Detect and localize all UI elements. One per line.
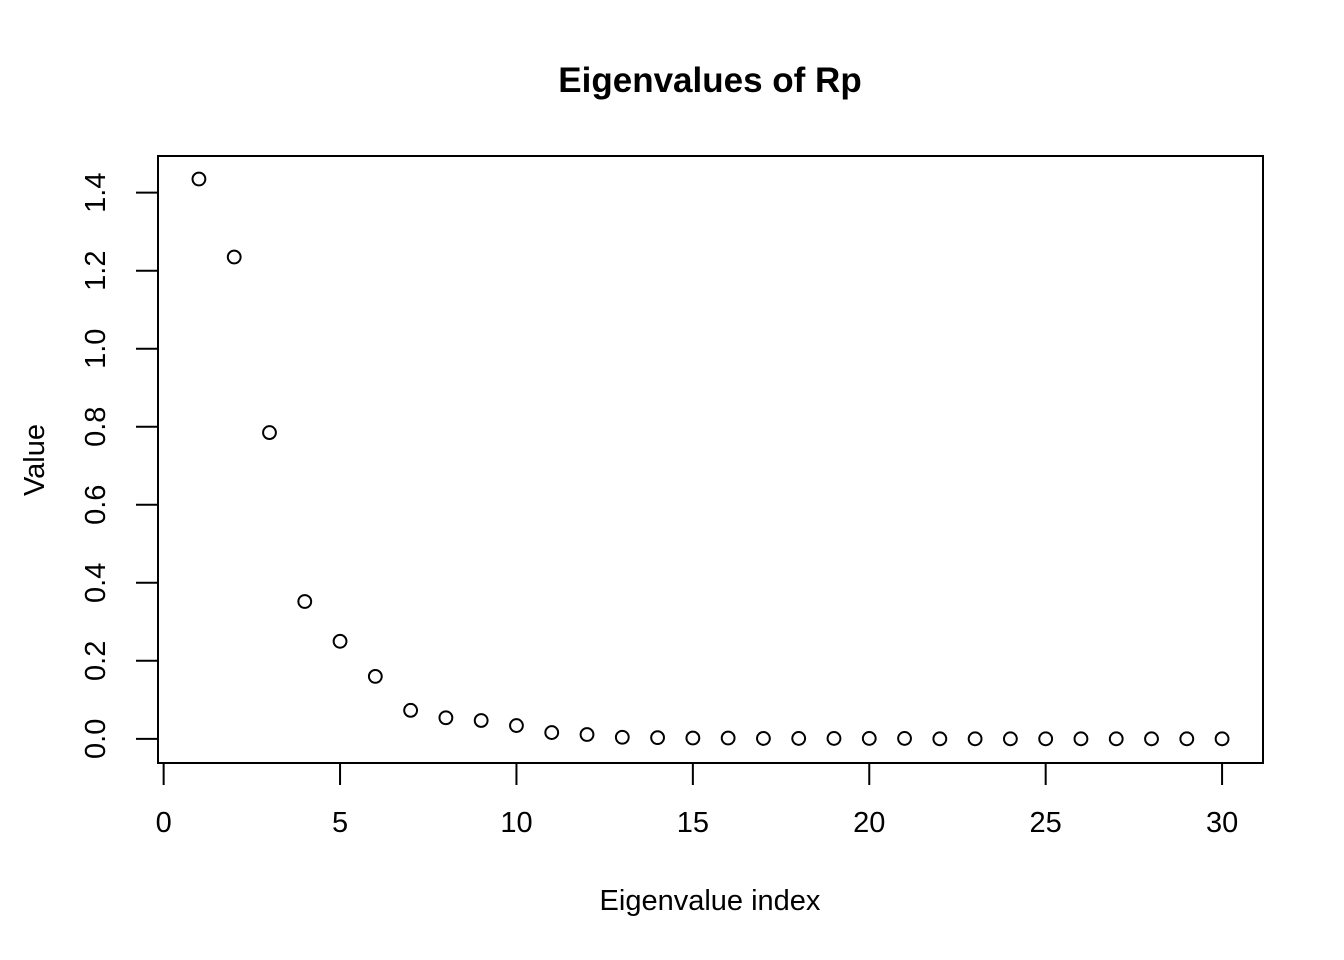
data-point	[932, 731, 948, 747]
data-point	[332, 633, 348, 649]
data-point	[473, 713, 489, 728]
data-point	[1002, 731, 1018, 747]
y-tick-label: 1.2	[80, 251, 112, 291]
data-point	[544, 725, 560, 740]
y-tick-label: 1.0	[80, 329, 112, 369]
data-point	[226, 249, 242, 265]
data-point	[650, 730, 665, 746]
data-point	[614, 729, 630, 745]
data-point	[791, 731, 807, 746]
x-tick-label: 20	[853, 807, 885, 839]
data-point	[1214, 731, 1230, 747]
data-point	[685, 730, 701, 746]
y-tick-label: 0.6	[80, 485, 112, 525]
data-point	[509, 718, 524, 733]
data-point	[1038, 731, 1054, 747]
data-point	[1144, 731, 1159, 747]
data-point	[1179, 731, 1195, 747]
x-tick-label: 30	[1206, 807, 1238, 839]
x-tick-label: 5	[332, 807, 348, 839]
y-axis-ticks: 0.0 0.2 0.4 0.6 0.8 1.0 1.2 1.4	[80, 173, 158, 759]
chart-title: Eigenvalues of Rp	[558, 61, 861, 100]
data-point	[720, 730, 736, 746]
data-point	[297, 594, 313, 609]
y-tick-label: 0.2	[80, 641, 112, 681]
data-point	[756, 731, 771, 746]
y-axis-label: Value	[19, 424, 51, 496]
data-point	[967, 731, 983, 747]
x-tick-label: 15	[677, 807, 709, 839]
x-axis-label: Eigenvalue index	[600, 885, 821, 917]
y-tick-label: 0.0	[80, 719, 112, 759]
data-points	[191, 171, 1230, 747]
data-point	[438, 710, 454, 726]
data-point	[579, 727, 595, 742]
data-point	[1108, 731, 1124, 747]
x-tick-label: 10	[500, 807, 532, 839]
x-tick-label: 0	[156, 807, 172, 839]
x-axis-ticks: 0 5 10 15 20 25 30	[156, 763, 1238, 839]
data-point	[1073, 731, 1089, 747]
y-tick-label: 0.4	[80, 563, 112, 603]
y-tick-label: 0.8	[80, 407, 112, 447]
data-point	[826, 731, 842, 746]
x-tick-label: 25	[1030, 807, 1062, 839]
data-point	[191, 171, 207, 187]
y-tick-label: 1.4	[80, 173, 112, 213]
plot-box	[157, 155, 1264, 764]
data-point	[262, 425, 277, 440]
data-point	[897, 731, 912, 746]
data-point	[367, 668, 383, 684]
data-point	[403, 702, 419, 718]
data-point	[861, 731, 877, 746]
